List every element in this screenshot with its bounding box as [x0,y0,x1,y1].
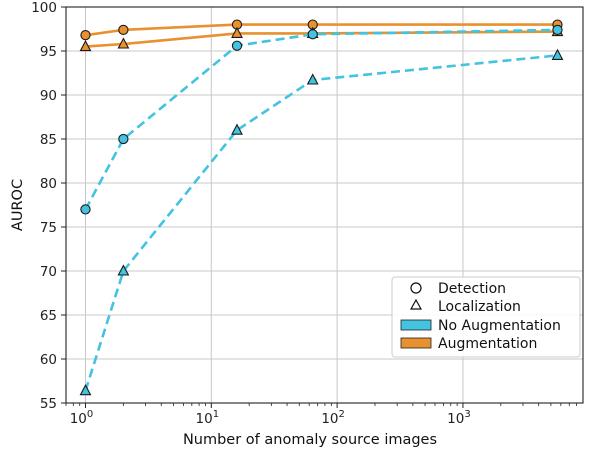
y-tick-label: 85 [40,132,57,148]
data-point-noaug_det [552,24,563,36]
legend-label-detection: Detection [438,281,506,297]
y-tick-label: 65 [40,308,57,324]
data-point-aug_loc [117,37,130,49]
y-axis-title: AUROC [10,179,26,231]
data-point-noaug_det [80,204,91,215]
y-tick-label: 95 [40,44,57,60]
y-tick-label: 55 [40,396,57,412]
data-point-aug_loc [231,26,243,38]
data-point-noaug_det [307,29,318,40]
data-point-noaug_det [231,40,243,51]
y-tick-label: 100 [31,0,57,16]
legend-triangle-icon [409,298,423,310]
data-point-aug_det [118,24,129,36]
y-axis-ticks: 55 60 65 70 75 80 85 90 95 100 [31,0,66,412]
y-tick-label: 70 [40,264,57,280]
legend-patch-augmentation [400,337,432,349]
x-axis-title: Number of anomaly source images [183,432,437,448]
x-tick-label: 100 [70,409,94,427]
data-point-noaug_loc [551,48,564,60]
series-markers [79,19,564,396]
x-axis-ticks: 100 101 102 103 [65,403,577,427]
plot-frame [65,6,584,404]
y-tick-label: 90 [40,88,57,104]
x-tick-label: 102 [321,409,345,427]
series-line-noaug_loc [84,54,558,392]
data-point-aug_det [80,30,91,41]
legend-label-augmentation: Augmentation [438,336,537,352]
legend-label-no-augmentation: No Augmentation [438,318,561,334]
legend: Detection Localization No Augmentation A… [391,276,581,358]
legend-label-localization: Localization [438,299,521,315]
x-tick-label: 101 [196,409,220,427]
data-point-noaug_loc [79,384,92,396]
data-point-aug_loc [79,39,92,52]
legend-box [391,276,581,358]
series-line-noaug_det [84,28,558,211]
grid-lines [66,7,583,403]
data-point-noaug_loc [306,73,319,85]
data-point-noaug_det [118,133,129,145]
y-tick-label: 80 [40,176,57,192]
x-tick-label: 103 [447,409,471,427]
y-tick-label: 75 [40,220,57,236]
legend-circle-icon [410,282,422,294]
data-point-noaug_loc [117,264,130,276]
data-point-noaug_loc [231,123,243,135]
y-tick-label: 60 [40,352,57,368]
legend-patch-no-augmentation [400,319,432,331]
